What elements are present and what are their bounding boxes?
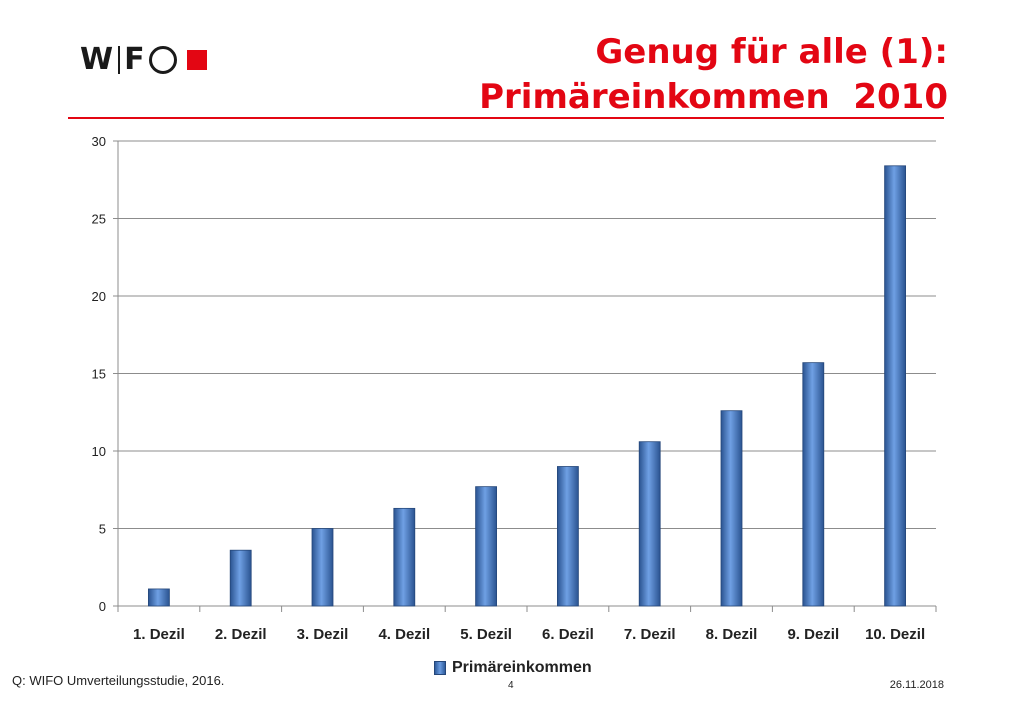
bar bbox=[393, 507, 416, 607]
y-tick-label: 30 bbox=[92, 134, 106, 149]
y-tick-label: 15 bbox=[92, 367, 106, 382]
title-line-1: Genug für alle (1): bbox=[595, 32, 948, 72]
wifo-logo: W F bbox=[80, 42, 207, 77]
tick-labels: 0 5 10 15 20 25 30 1. Dezil 2. Dezil 3. Dezil 4. D… bbox=[92, 134, 926, 643]
x-tick-label: 4. Dezil bbox=[378, 626, 430, 643]
x-tick-label: 6. Dezil bbox=[542, 626, 594, 643]
y-tick-label: 10 bbox=[92, 444, 106, 459]
y-tick-label: 5 bbox=[99, 522, 106, 537]
x-tick-label: 5. Dezil bbox=[460, 626, 512, 643]
legend-label: Primäreinkommen bbox=[452, 659, 592, 676]
logo-circle-icon bbox=[148, 45, 177, 74]
bar bbox=[557, 466, 579, 607]
x-tick-label: 9. Dezil bbox=[787, 626, 839, 643]
bar bbox=[229, 549, 252, 607]
bar bbox=[147, 588, 170, 607]
source-note: Q: WIFO Umverteilungsstudie, 2016. bbox=[12, 673, 225, 688]
x-tick-label: 8. Dezil bbox=[706, 626, 758, 643]
bar bbox=[884, 165, 906, 607]
bar bbox=[311, 528, 334, 607]
x-tick-label: 2. Dezil bbox=[215, 626, 267, 643]
slide-date: 26.11.2018 bbox=[889, 679, 944, 691]
legend-swatch-icon bbox=[434, 661, 446, 675]
y-tick-label: 0 bbox=[99, 599, 106, 614]
bar bbox=[802, 362, 825, 607]
x-tick-label: 3. Dezil bbox=[297, 626, 349, 643]
x-tick-label: 1. Dezil bbox=[133, 626, 185, 643]
title-divider bbox=[68, 117, 944, 119]
logo-square-icon bbox=[186, 49, 207, 70]
logo-divider bbox=[118, 45, 121, 74]
chart-legend: Primäreinkommen bbox=[434, 659, 592, 677]
bar bbox=[475, 486, 498, 607]
logo-letters-f: F bbox=[124, 42, 146, 77]
x-tick-label: 10. Dezil bbox=[865, 626, 925, 643]
bar bbox=[638, 441, 661, 607]
page-number: 4 bbox=[508, 680, 514, 691]
y-tick-label: 20 bbox=[92, 289, 106, 304]
bars bbox=[147, 165, 906, 607]
logo-letter-w: W bbox=[80, 42, 115, 77]
slide-title: Genug für alle (1): Primäreinkommen 2010 bbox=[479, 30, 948, 120]
x-tick-label: 7. Dezil bbox=[624, 626, 676, 643]
y-tick-label: 25 bbox=[92, 212, 106, 227]
title-line-2: Primäreinkommen 2010 bbox=[479, 77, 948, 117]
axes bbox=[113, 140, 937, 612]
bar bbox=[720, 410, 743, 607]
